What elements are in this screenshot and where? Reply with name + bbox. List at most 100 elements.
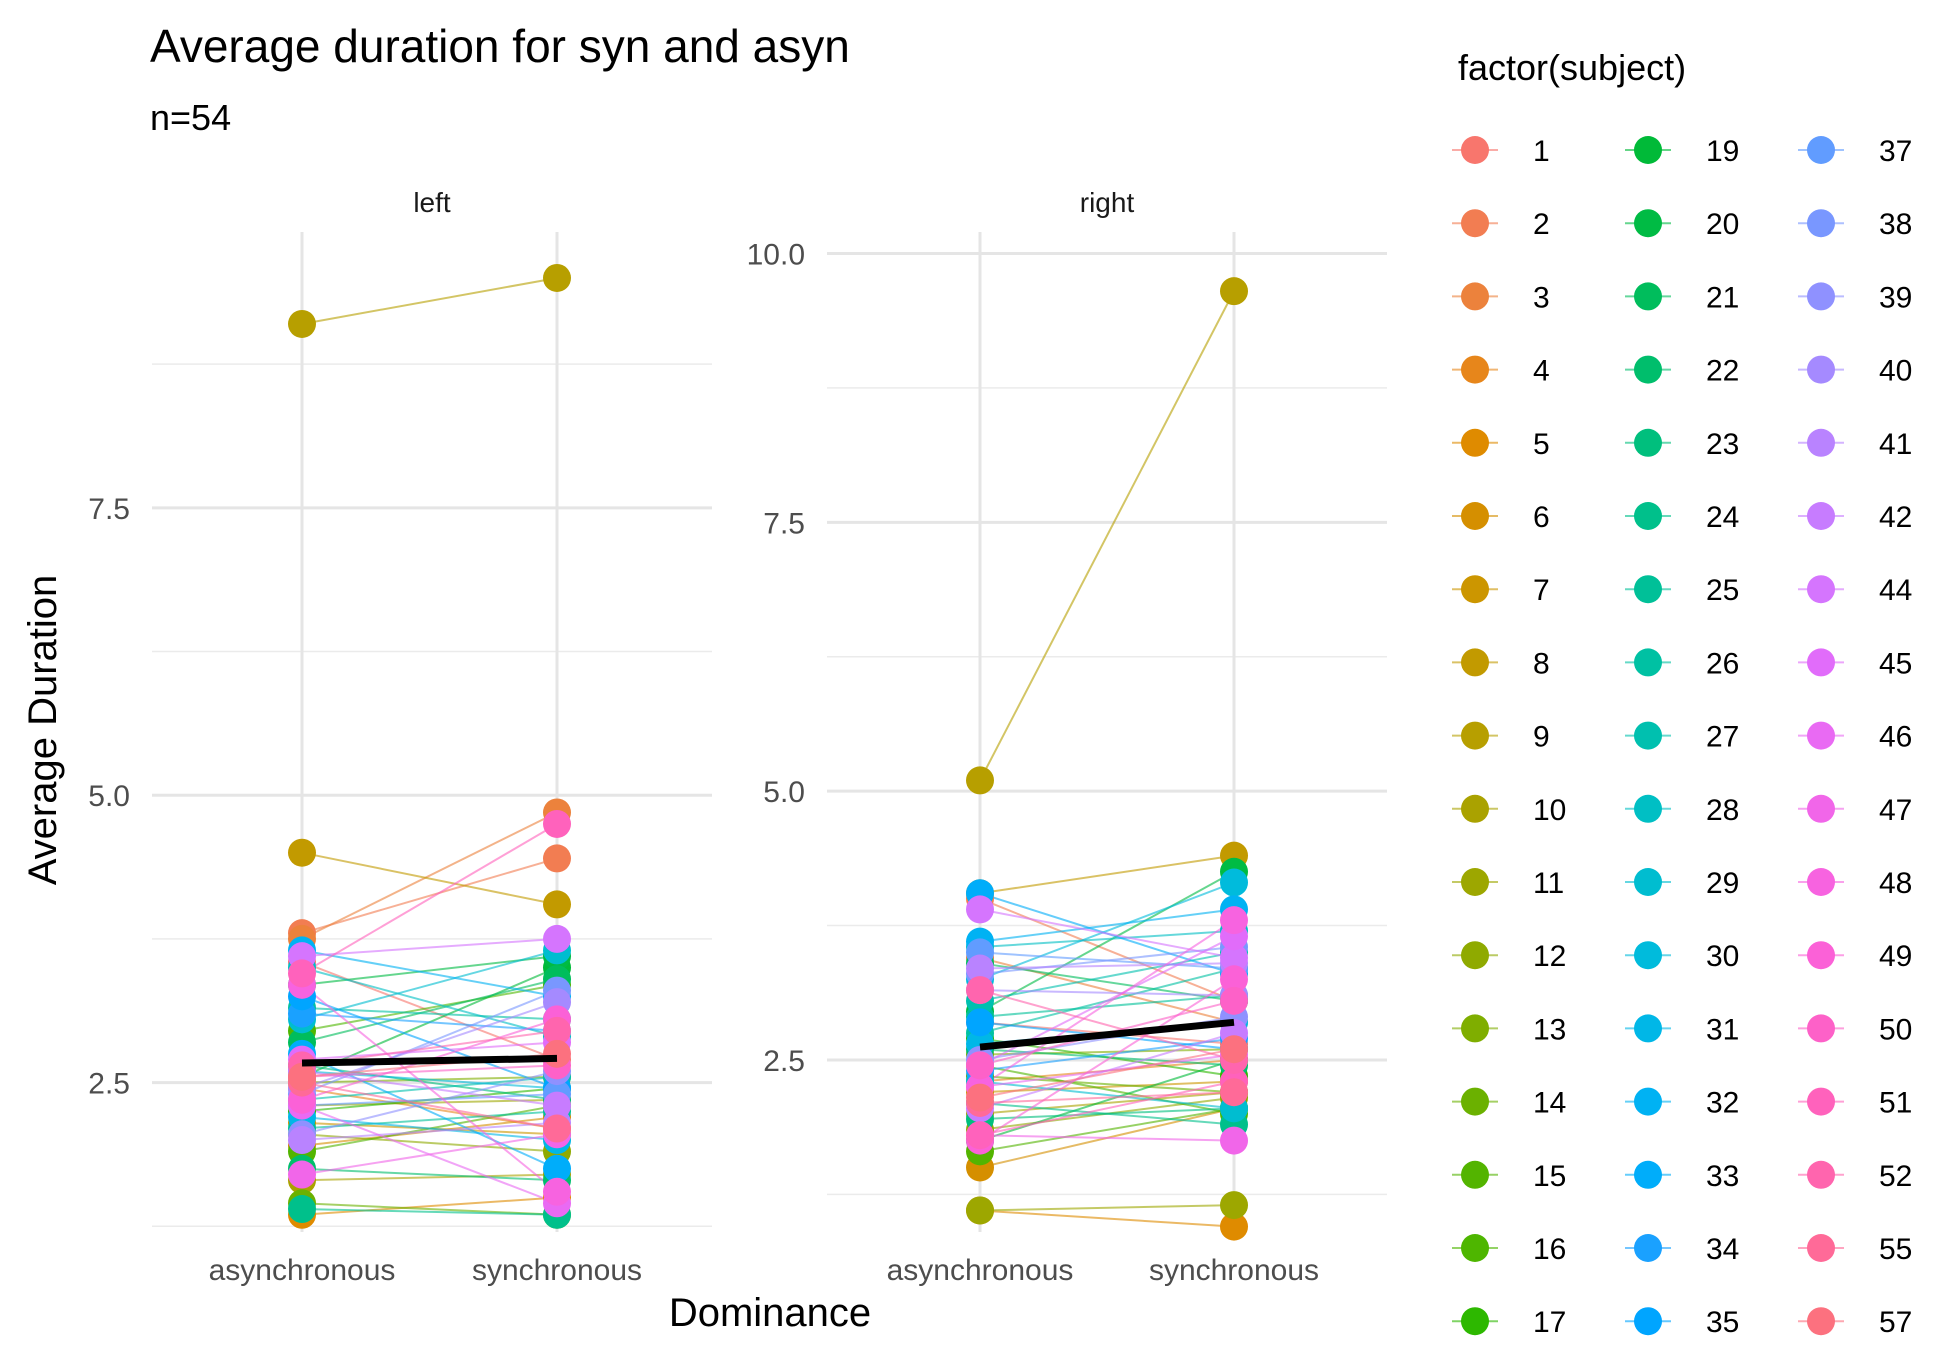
subject-line [301, 857, 558, 935]
subject-line [979, 994, 1235, 1018]
legend-item: 40 [1798, 355, 1912, 388]
chart-title: Average duration for syn and asyn [150, 20, 850, 72]
subject-point [1220, 943, 1248, 972]
legend-item: 32 [1625, 1087, 1739, 1120]
legend-key-point [1634, 136, 1662, 164]
legend-key-point [1807, 721, 1835, 750]
legend-label: 51 [1879, 1087, 1912, 1120]
legend-item: 52 [1798, 1160, 1912, 1193]
subject-line [979, 1134, 1235, 1142]
legend-key-point [1807, 282, 1835, 311]
legend-item: 7 [1452, 574, 1550, 607]
subject-point [288, 1062, 316, 1091]
legend-item: 26 [1625, 647, 1739, 680]
legend-label: 24 [1706, 501, 1739, 534]
subject-line [301, 1133, 558, 1176]
legend-key-point [1634, 794, 1662, 823]
legend-item: 8 [1452, 647, 1550, 680]
legend-item: 50 [1798, 1013, 1912, 1046]
subject-line [301, 1121, 558, 1142]
legend-key-point [1461, 648, 1489, 677]
legend-label: 26 [1706, 647, 1739, 680]
subject-point [543, 1016, 571, 1045]
subject-line [979, 989, 1235, 997]
subject-line [301, 1110, 558, 1130]
legend-label: 50 [1879, 1013, 1912, 1046]
legend-label: 32 [1706, 1087, 1739, 1120]
legend-item: 15 [1452, 1160, 1566, 1193]
legend-label: 17 [1533, 1306, 1566, 1339]
legend-item: 20 [1625, 208, 1739, 241]
legend-label: 38 [1879, 208, 1912, 241]
legend-label: 10 [1533, 794, 1566, 827]
legend-label: 6 [1533, 501, 1550, 534]
legend-item: 9 [1452, 721, 1550, 754]
subject-point [966, 1083, 994, 1112]
subject-point [543, 1114, 571, 1143]
legend-label: 42 [1879, 501, 1912, 534]
x-tick-label: asynchronous [209, 1254, 396, 1287]
legend-key-point [1807, 575, 1835, 604]
legend-item: 17 [1452, 1306, 1566, 1339]
subject-line [301, 949, 558, 998]
subject-line [979, 290, 1235, 781]
legend-label: 2 [1533, 208, 1550, 241]
subject-line [979, 908, 1235, 943]
legend-item: 46 [1798, 721, 1912, 754]
legend-item: 25 [1625, 574, 1739, 607]
legend-item: 10 [1452, 794, 1566, 827]
legend-key-point [1807, 794, 1835, 823]
y-tick-label: 7.5 [88, 493, 130, 526]
subject-point [1220, 906, 1248, 935]
x-tick-label: asynchronous [887, 1254, 1074, 1287]
subject-line [301, 984, 558, 1193]
legend-label: 1 [1533, 135, 1550, 168]
legend-key-point [1634, 941, 1662, 970]
legend-label: 28 [1706, 794, 1739, 827]
legend-key-point [1461, 575, 1489, 604]
subject-point [288, 1160, 316, 1189]
subject-line [301, 1093, 558, 1107]
legend-label: 21 [1706, 281, 1739, 314]
x-axis-label: Dominance [669, 1291, 871, 1335]
legend-item: 1 [1452, 135, 1550, 168]
legend-label: 16 [1533, 1233, 1566, 1266]
panel-right: 2.5 5.0 7.5 10.0 right asynchronous synchronou… [747, 187, 1387, 1287]
subject-point [288, 309, 316, 338]
legend-item: 37 [1798, 135, 1912, 168]
legend-item: 12 [1452, 940, 1566, 973]
subject-point [966, 1196, 994, 1225]
legend-label: 29 [1706, 867, 1739, 900]
legend-item: 22 [1625, 355, 1739, 388]
subject-line [979, 1101, 1235, 1126]
subject-line [301, 1208, 558, 1216]
subject-point [966, 954, 994, 983]
subject-line [979, 978, 1235, 1142]
legend-key-point [1461, 868, 1489, 896]
legend-label: 47 [1879, 794, 1912, 827]
legend-key-point [1807, 1234, 1835, 1262]
legend-label: 40 [1879, 355, 1912, 388]
subject-point [1220, 1078, 1248, 1107]
legend-label: 12 [1533, 940, 1566, 973]
legend-key-point [1807, 355, 1835, 384]
legend-key-point [1461, 1160, 1489, 1189]
legend-item: 4 [1452, 355, 1550, 388]
subject-line [301, 823, 558, 975]
subject-point [966, 895, 994, 924]
subject-line [979, 919, 1235, 1088]
subject-line [979, 870, 1235, 1013]
legend-item: 2 [1452, 208, 1550, 241]
subject-line [979, 908, 1235, 959]
y-tick-label: 7.5 [763, 507, 805, 540]
legend-key-point [1807, 1307, 1835, 1336]
legend-key-point [1461, 136, 1489, 164]
legend-item: 19 [1625, 135, 1739, 168]
panels: 2.5 5.0 7.5 left asynchronous synchronous 2.5 5… [88, 187, 1387, 1287]
legend-key-point [1807, 941, 1835, 970]
legend-label: 44 [1879, 574, 1912, 607]
subject-line [979, 1204, 1235, 1212]
subject-line [301, 276, 558, 325]
subject-line [301, 1012, 558, 1032]
